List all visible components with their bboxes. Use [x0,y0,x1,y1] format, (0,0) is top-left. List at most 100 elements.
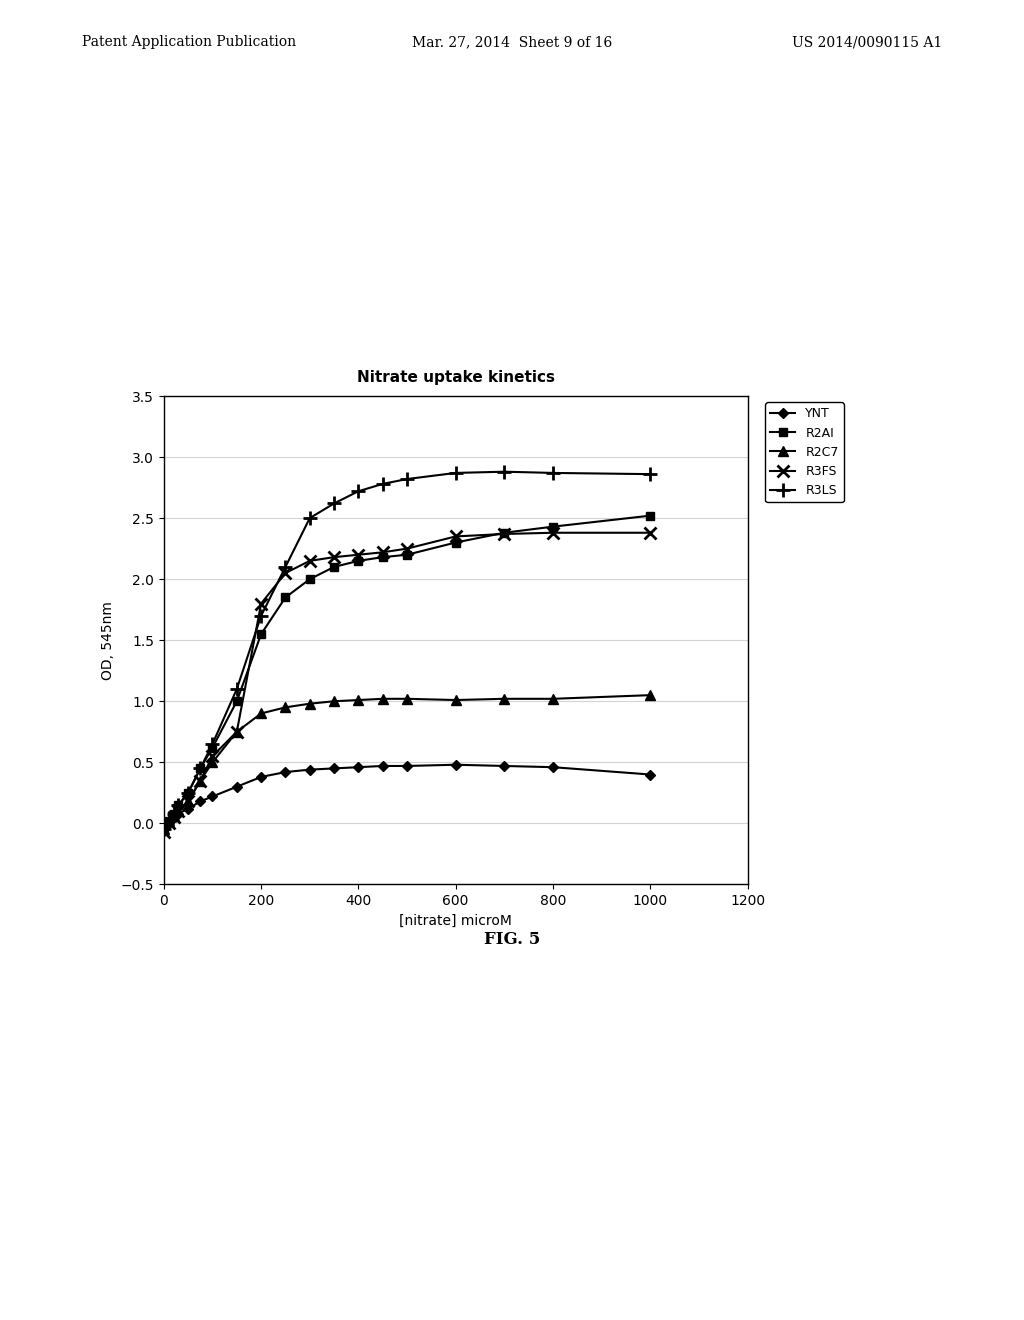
Line: R3LS: R3LS [157,465,657,837]
R2AI [352,553,365,569]
R2AI [644,508,656,524]
R2AI [400,546,413,562]
R3LS [644,466,656,482]
YNT [450,756,462,772]
R2C7 [280,700,292,715]
R2C7 [328,693,340,709]
R2C7 [230,723,243,739]
Text: Mar. 27, 2014  Sheet 9 of 16: Mar. 27, 2014 Sheet 9 of 16 [412,36,612,49]
R2AI [547,519,559,535]
R3FS [499,527,511,543]
R2C7 [182,793,195,809]
YNT [195,793,207,809]
R3LS [280,560,292,576]
R2C7 [644,688,656,704]
Line: R2AI: R2AI [160,511,654,834]
R3LS [328,495,340,511]
YNT [377,758,389,774]
Legend: YNT, R2AI, R2C7, R3FS, R3LS: YNT, R2AI, R2C7, R3FS, R3LS [766,403,844,502]
R2AI [499,525,511,541]
R2C7 [377,690,389,706]
R3LS [450,465,462,480]
R3LS [352,483,365,499]
R2AI [207,739,219,755]
R2AI [303,572,315,587]
R3LS [172,797,184,813]
YNT [163,816,175,832]
R3LS [255,607,267,624]
R3FS [400,541,413,557]
R3LS [547,465,559,480]
R3LS [195,760,207,776]
R2AI [182,785,195,801]
R3LS [163,813,175,829]
R3FS [207,748,219,764]
R3FS [303,553,315,569]
YNT [352,759,365,775]
R3LS [400,471,413,487]
YNT [328,760,340,776]
R3FS [163,816,175,832]
R2C7 [352,692,365,708]
R2AI [450,535,462,550]
Line: R2C7: R2C7 [159,690,655,834]
R3FS [230,723,243,739]
R2AI [195,760,207,776]
R2C7 [163,813,175,829]
R2AI [328,560,340,576]
YNT [547,759,559,775]
R3LS [182,785,195,801]
R2AI [255,626,267,642]
R2AI [168,805,180,821]
R2C7 [172,803,184,818]
R3LS [230,681,243,697]
R3FS [328,549,340,565]
Text: FIG. 5: FIG. 5 [484,931,540,948]
YNT [499,758,511,774]
R3LS [377,477,389,492]
Text: Patent Application Publication: Patent Application Publication [82,36,296,49]
R2AI [280,590,292,606]
R3FS [158,824,170,840]
R3FS [168,809,180,825]
R2C7 [303,696,315,711]
R3FS [352,546,365,562]
R3FS [377,544,389,560]
X-axis label: [nitrate] microM: [nitrate] microM [399,913,512,928]
R2C7 [255,705,267,721]
YNT [400,758,413,774]
YNT [172,805,184,821]
Y-axis label: OD, 545nm: OD, 545nm [101,601,115,680]
YNT [182,801,195,817]
R3LS [303,511,315,527]
YNT [168,809,180,825]
R3LS [499,463,511,479]
R3FS [450,528,462,544]
YNT [303,762,315,777]
R2AI [230,693,243,709]
R3FS [172,803,184,818]
Line: YNT: YNT [161,762,653,833]
Line: R3FS: R3FS [159,527,655,837]
R3FS [644,525,656,541]
R3LS [158,821,170,837]
R3FS [182,793,195,809]
R3FS [547,525,559,541]
R3LS [207,737,219,752]
YNT [207,788,219,804]
R2C7 [547,690,559,706]
R2AI [377,549,389,565]
R3LS [168,805,180,821]
R2C7 [168,808,180,824]
YNT [644,767,656,783]
R2AI [158,821,170,837]
Title: Nitrate uptake kinetics: Nitrate uptake kinetics [356,370,555,385]
R2AI [172,797,184,813]
R3FS [255,595,267,611]
R2C7 [195,772,207,788]
YNT [255,770,267,785]
R3FS [195,772,207,788]
YNT [158,821,170,837]
R2C7 [207,755,219,771]
YNT [230,779,243,795]
